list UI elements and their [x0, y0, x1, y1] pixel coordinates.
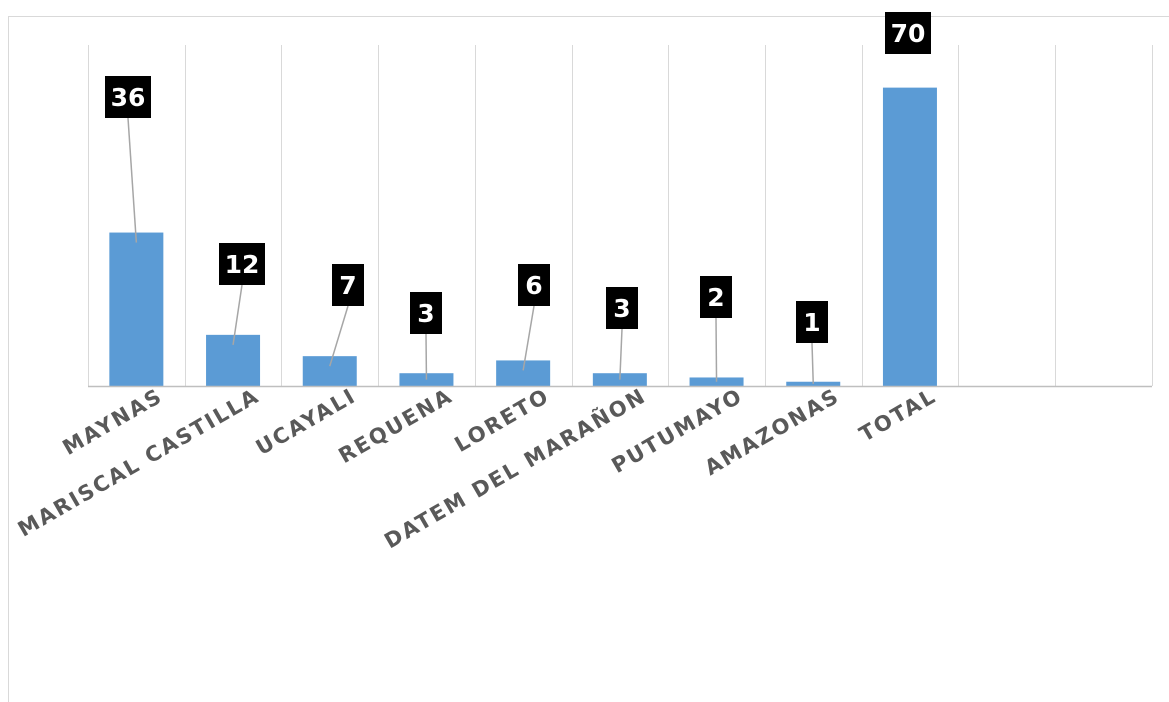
leader-lines	[127, 117, 814, 384]
data-label-8: 70	[891, 19, 926, 48]
bar-2	[302, 356, 357, 386]
data-label-box-8	[885, 12, 931, 54]
data-label-4: 6	[525, 271, 542, 300]
data-label-box-5	[606, 287, 638, 329]
leader-line-1	[232, 284, 243, 345]
data-label-5: 3	[613, 294, 630, 323]
data-label-7: 1	[803, 308, 820, 337]
data-label-box-3	[410, 292, 442, 334]
gridlines	[88, 45, 1153, 386]
data-label-2: 7	[339, 271, 356, 300]
data-label-1: 12	[225, 250, 260, 279]
data-label-box-4	[518, 264, 550, 306]
leader-line-7	[811, 342, 814, 384]
bar-8	[882, 87, 937, 386]
data-label-box-2	[332, 264, 364, 306]
x-tick-label-8: TOTAL	[855, 384, 940, 447]
bar-0	[109, 232, 164, 386]
bar-4	[496, 360, 551, 386]
data-label-box-7	[796, 301, 828, 343]
leader-line-6	[715, 317, 718, 382]
data-label-0: 36	[111, 83, 146, 112]
data-label-box-0	[105, 76, 151, 118]
bars	[109, 87, 937, 386]
data-label-6: 2	[707, 283, 724, 312]
leader-line-2	[329, 305, 349, 367]
data-label-3: 3	[417, 299, 434, 328]
data-label-box-1	[219, 243, 265, 285]
leader-line-0	[127, 117, 138, 243]
leader-line-5	[619, 328, 623, 380]
chart-frame	[8, 16, 1169, 702]
data-label-box-6	[700, 276, 732, 318]
leader-line-4	[522, 305, 535, 371]
